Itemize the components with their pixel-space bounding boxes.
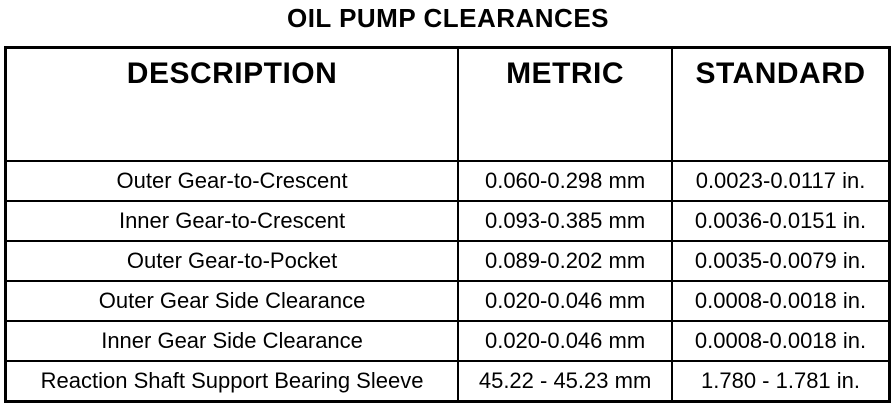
cell-metric: 0.020-0.046 mm [457, 280, 674, 322]
cell-description: Inner Gear Side Clearance [4, 320, 460, 362]
cell-description: Inner Gear-to-Crescent [4, 200, 460, 242]
cell-standard: 0.0023-0.0117 in. [671, 160, 891, 202]
table-row: Outer Gear-to-Crescent 0.060-0.298 mm 0.… [4, 160, 891, 202]
cell-metric: 0.020-0.046 mm [457, 320, 674, 362]
column-header-description: DESCRIPTION [4, 46, 460, 162]
cell-description: Outer Gear-to-Pocket [4, 240, 460, 282]
cell-metric: 0.060-0.298 mm [457, 160, 674, 202]
table-row: Outer Gear Side Clearance 0.020-0.046 mm… [4, 280, 891, 322]
cell-description: Reaction Shaft Support Bearing Sleeve [4, 360, 460, 403]
oil-pump-clearances-table: DESCRIPTION METRIC STANDARD Outer Gear-t… [4, 46, 891, 403]
cell-metric: 45.22 - 45.23 mm [457, 360, 674, 403]
cell-standard: 0.0008-0.0018 in. [671, 320, 891, 362]
cell-metric: 0.089-0.202 mm [457, 240, 674, 282]
cell-standard: 1.780 - 1.781 in. [671, 360, 891, 403]
table-header-row: DESCRIPTION METRIC STANDARD [4, 46, 891, 162]
page-title: OIL PUMP CLEARANCES [286, 3, 610, 33]
cell-description: Outer Gear-to-Crescent [4, 160, 460, 202]
cell-standard: 0.0035-0.0079 in. [671, 240, 891, 282]
cell-standard: 0.0036-0.0151 in. [671, 200, 891, 242]
cell-standard: 0.0008-0.0018 in. [671, 280, 891, 322]
table-row: Inner Gear Side Clearance 0.020-0.046 mm… [4, 320, 891, 362]
table-row: Reaction Shaft Support Bearing Sleeve 45… [4, 360, 891, 403]
table-row: Outer Gear-to-Pocket 0.089-0.202 mm 0.00… [4, 240, 891, 282]
cell-metric: 0.093-0.385 mm [457, 200, 674, 242]
table-row: Inner Gear-to-Crescent 0.093-0.385 mm 0.… [4, 200, 891, 242]
column-header-standard: STANDARD [671, 46, 891, 162]
cell-description: Outer Gear Side Clearance [4, 280, 460, 322]
column-header-metric: METRIC [457, 46, 674, 162]
